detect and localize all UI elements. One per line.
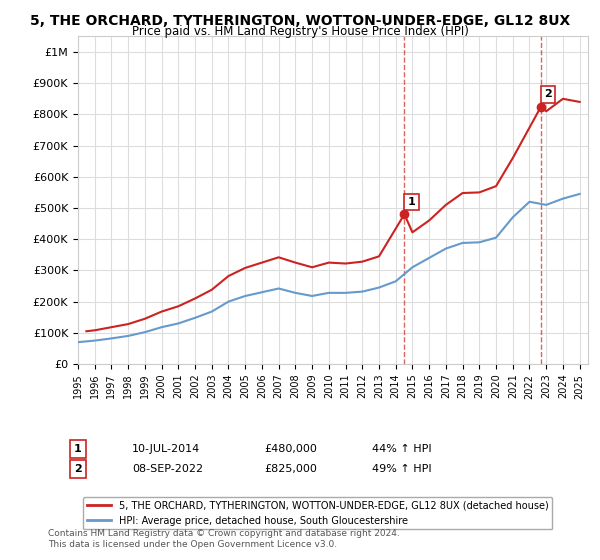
Text: 49% ↑ HPI: 49% ↑ HPI [372,464,431,474]
Legend: 5, THE ORCHARD, TYTHERINGTON, WOTTON-UNDER-EDGE, GL12 8UX (detached house), HPI:: 5, THE ORCHARD, TYTHERINGTON, WOTTON-UND… [83,497,553,530]
Text: 1: 1 [74,444,82,454]
Text: 44% ↑ HPI: 44% ↑ HPI [372,444,431,454]
Text: 10-JUL-2014: 10-JUL-2014 [132,444,200,454]
Text: 08-SEP-2022: 08-SEP-2022 [132,464,203,474]
Text: £480,000: £480,000 [264,444,317,454]
Text: 2: 2 [74,464,82,474]
Text: 5, THE ORCHARD, TYTHERINGTON, WOTTON-UNDER-EDGE, GL12 8UX: 5, THE ORCHARD, TYTHERINGTON, WOTTON-UND… [30,14,570,28]
Text: 1: 1 [408,197,415,207]
Text: Price paid vs. HM Land Registry's House Price Index (HPI): Price paid vs. HM Land Registry's House … [131,25,469,38]
Text: Contains HM Land Registry data © Crown copyright and database right 2024.
This d: Contains HM Land Registry data © Crown c… [48,529,400,549]
Text: 2: 2 [544,89,552,99]
Text: £825,000: £825,000 [264,464,317,474]
